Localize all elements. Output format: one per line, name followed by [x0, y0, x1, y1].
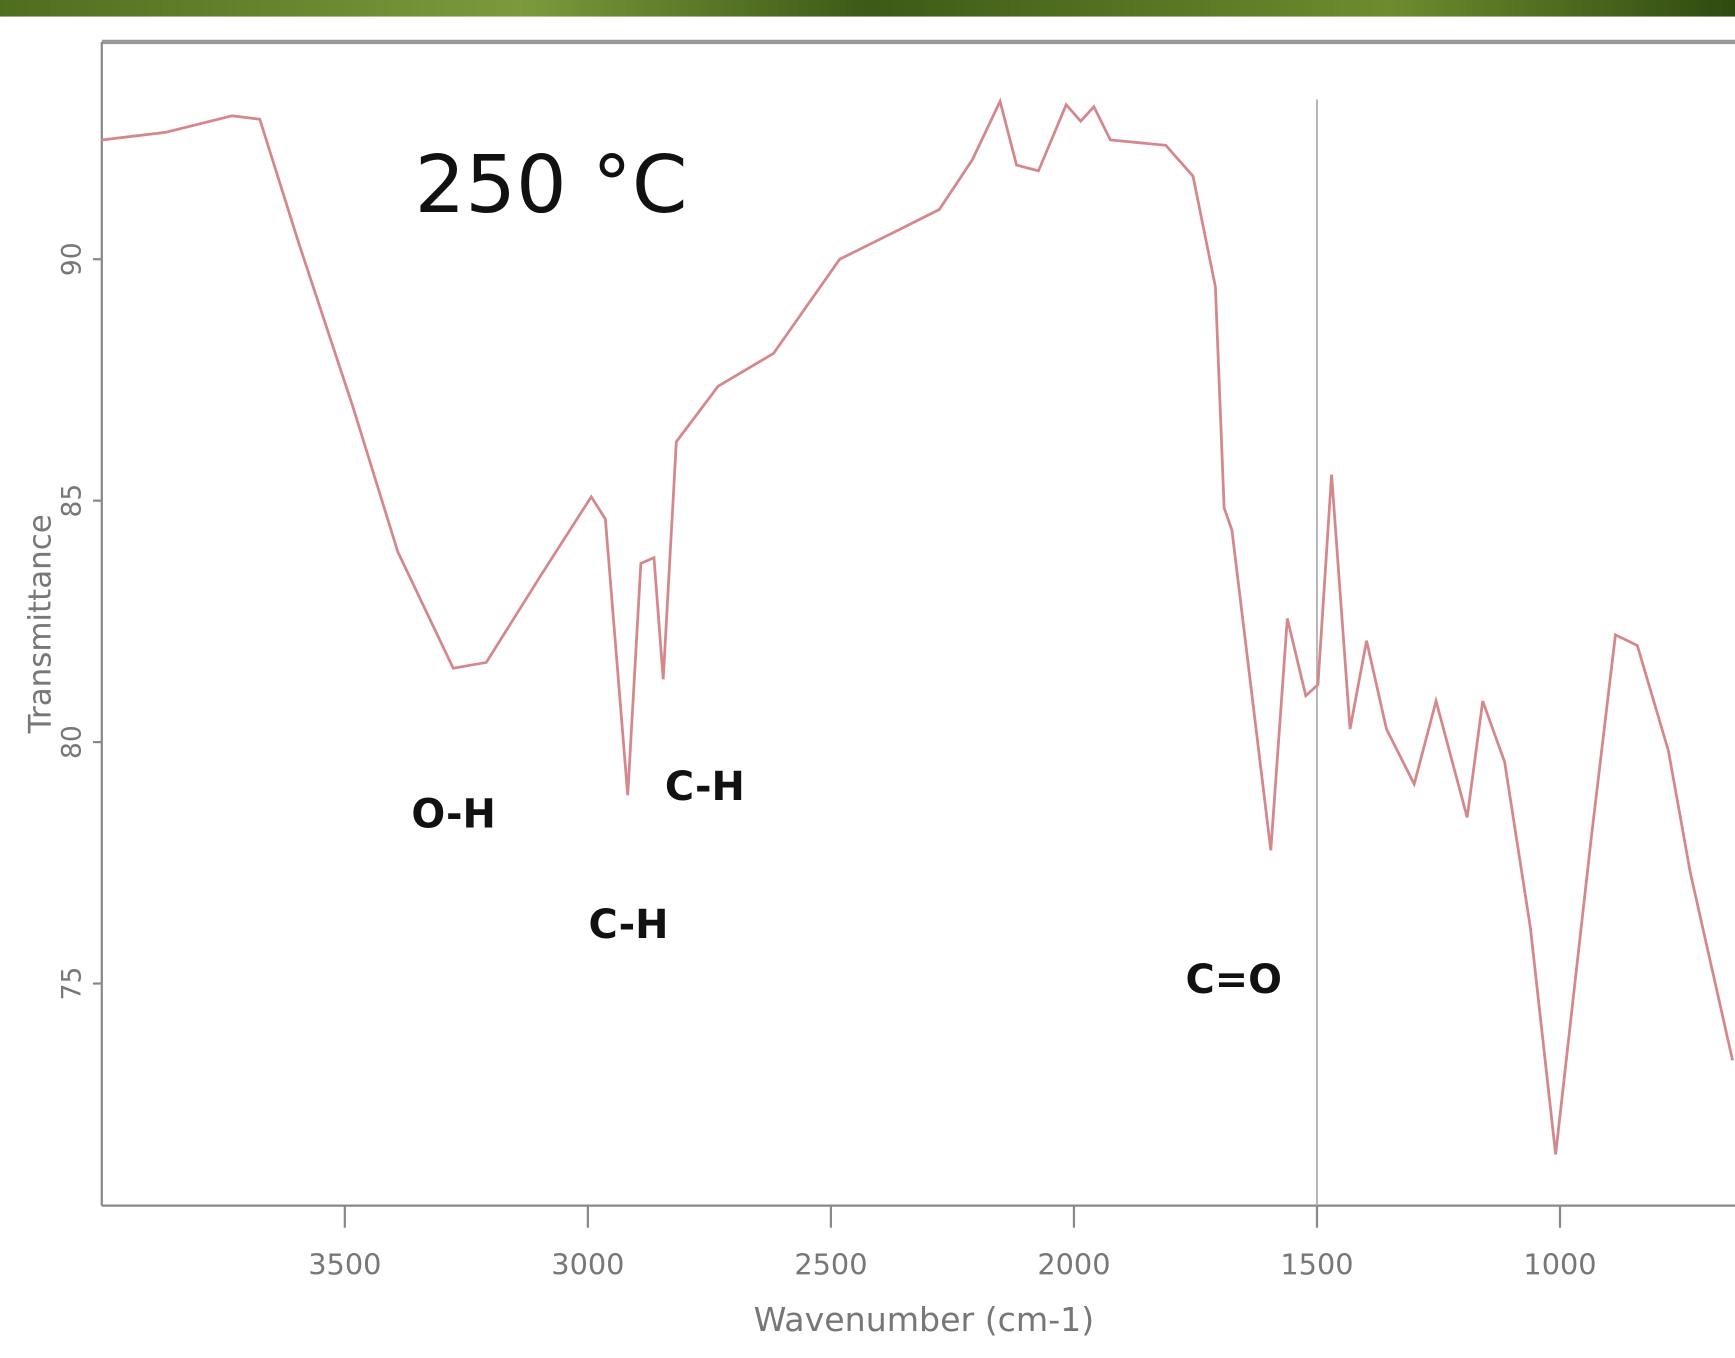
chart-title: 250 °C	[415, 138, 688, 231]
x-tick-label: 2000	[1037, 1247, 1110, 1281]
y-tick-label: 90	[57, 242, 88, 276]
background-photo-strip	[0, 0, 1735, 17]
peak-annotation: C=O	[1186, 957, 1282, 1003]
peak-annotation: C-H	[588, 902, 668, 948]
x-tick-label: 1000	[1523, 1247, 1596, 1281]
x-tick-label: 2500	[794, 1247, 867, 1281]
y-axis-label: Transmittance	[23, 514, 59, 734]
y-tick-label: 75	[57, 967, 88, 1001]
spectrum-line	[101, 97, 1734, 1155]
y-tick-label: 85	[57, 484, 88, 518]
peak-annotation: O-H	[411, 792, 495, 838]
x-tick-label: 1500	[1280, 1247, 1353, 1281]
x-axis-label: Wavenumber (cm-1)	[754, 1300, 1095, 1339]
y-tick-label: 80	[57, 725, 88, 759]
x-tick-label: 3500	[308, 1247, 381, 1281]
x-tick-label: 3000	[551, 1247, 624, 1281]
peak-annotation: C-H	[665, 764, 745, 810]
